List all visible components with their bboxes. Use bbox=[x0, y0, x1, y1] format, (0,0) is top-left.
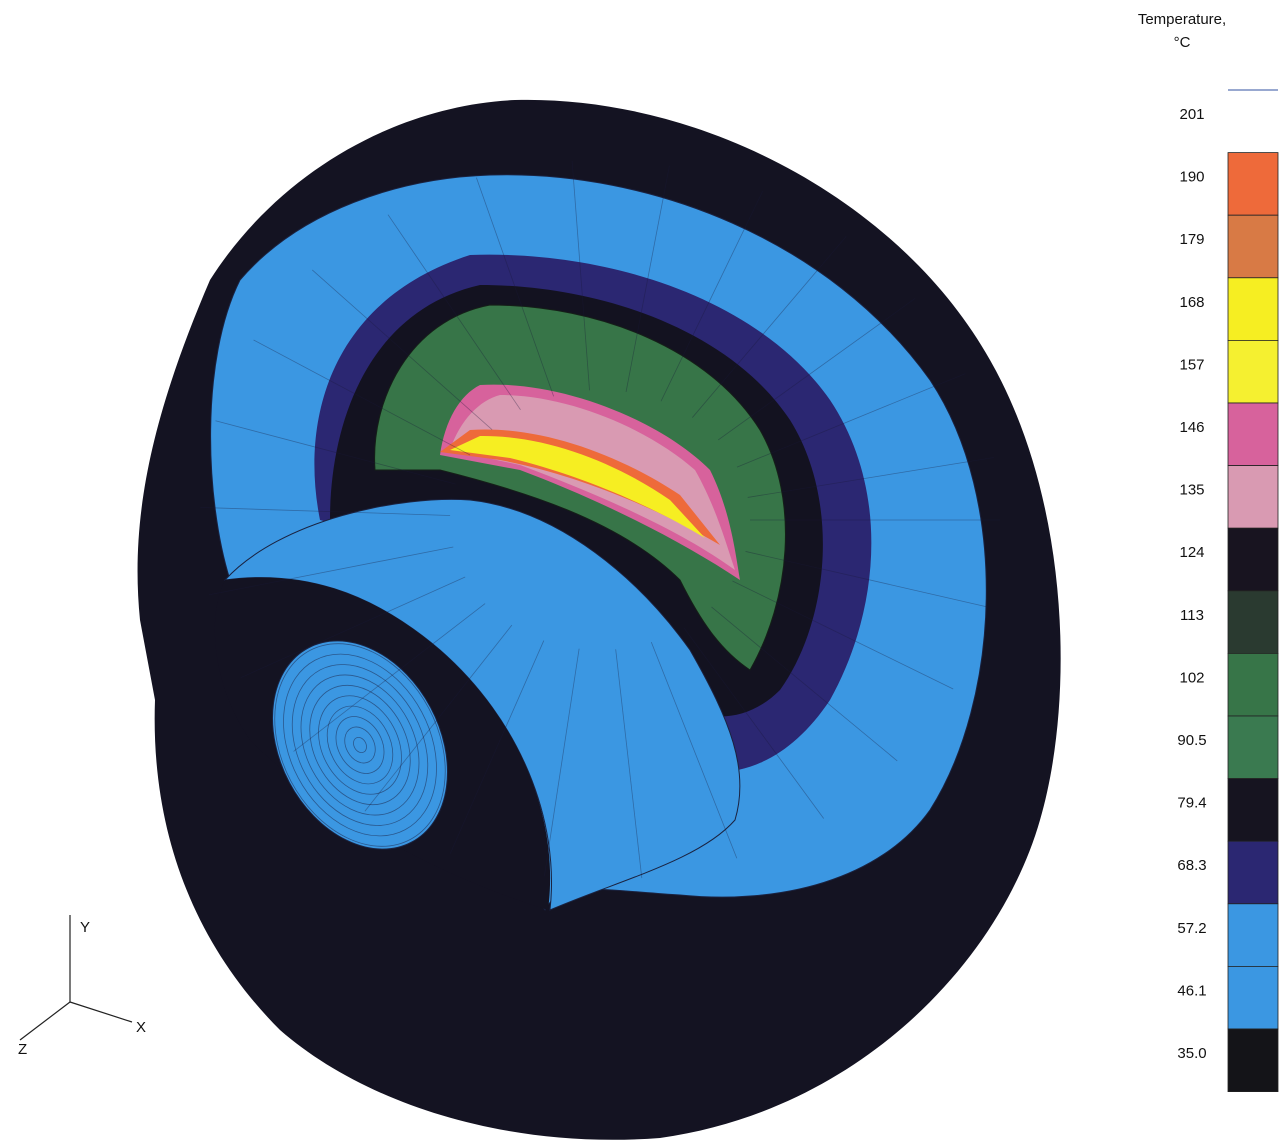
legend-swatch bbox=[1228, 528, 1278, 591]
legend-label: 90.5 bbox=[1177, 732, 1206, 749]
legend-label: 168 bbox=[1179, 294, 1204, 311]
legend-swatch bbox=[1228, 403, 1278, 466]
legend-label: 201 bbox=[1179, 106, 1204, 123]
legend-label: 146 bbox=[1179, 419, 1204, 436]
legend-label: 79.4 bbox=[1177, 795, 1206, 812]
z-axis bbox=[20, 1002, 70, 1040]
legend-swatch bbox=[1228, 966, 1278, 1029]
model bbox=[138, 100, 1061, 1140]
plot: Y X Z Temperature, °C 201 190 179 168 157 146… bbox=[0, 0, 1287, 1141]
legend-label: 68.3 bbox=[1177, 857, 1206, 874]
legend-swatch bbox=[1228, 841, 1278, 904]
x-axis-label: X bbox=[136, 1019, 146, 1036]
x-axis bbox=[70, 1002, 132, 1022]
legend-label: 46.1 bbox=[1177, 982, 1206, 999]
legend-swatch bbox=[1228, 1029, 1278, 1092]
legend-swatch bbox=[1228, 591, 1278, 654]
axis-triad bbox=[20, 915, 132, 1040]
legend-label: 57.2 bbox=[1177, 920, 1206, 937]
legend-label: 124 bbox=[1179, 544, 1204, 561]
legend-swatch bbox=[1228, 779, 1278, 842]
legend-label: 102 bbox=[1179, 669, 1204, 686]
page: Y X Z Temperature, °C 201 190 179 168 157 146… bbox=[0, 0, 1287, 1141]
legend-swatch bbox=[1228, 653, 1278, 716]
legend: 201 190 179 168 157 146 135 124 113 102 90.5 79.4 68… bbox=[1177, 90, 1278, 1092]
legend-swatch bbox=[1228, 904, 1278, 967]
legend-label: 135 bbox=[1179, 482, 1204, 499]
legend-swatch bbox=[1228, 340, 1278, 403]
legend-label: 35.0 bbox=[1177, 1045, 1206, 1062]
legend-title: Temperature, bbox=[1138, 11, 1226, 28]
legend-swatch bbox=[1228, 153, 1278, 216]
legend-swatch bbox=[1228, 278, 1278, 341]
legend-title: °C bbox=[1174, 34, 1191, 51]
legend-label: 157 bbox=[1179, 356, 1204, 373]
legend-swatch bbox=[1228, 215, 1278, 278]
y-axis-label: Y bbox=[80, 919, 90, 936]
z-axis-label: Z bbox=[18, 1041, 27, 1058]
legend-swatch bbox=[1228, 716, 1278, 779]
legend-swatch bbox=[1228, 466, 1278, 529]
legend-label: 190 bbox=[1179, 169, 1204, 186]
legend-label: 113 bbox=[1180, 607, 1204, 624]
legend-label: 179 bbox=[1179, 231, 1204, 248]
